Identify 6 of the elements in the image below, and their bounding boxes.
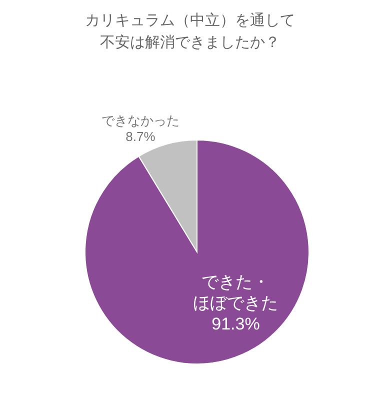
pie-slice (84, 140, 310, 364)
chart-title: カリキュラム（中立）を通して不安は解消できましたか？ (85, 12, 295, 51)
data-label: 91.3% (212, 314, 260, 334)
slice-label: できた・ほぼできた (193, 272, 278, 313)
data-label: 8.7% (126, 128, 156, 144)
slice-label: できなかった (101, 112, 180, 128)
